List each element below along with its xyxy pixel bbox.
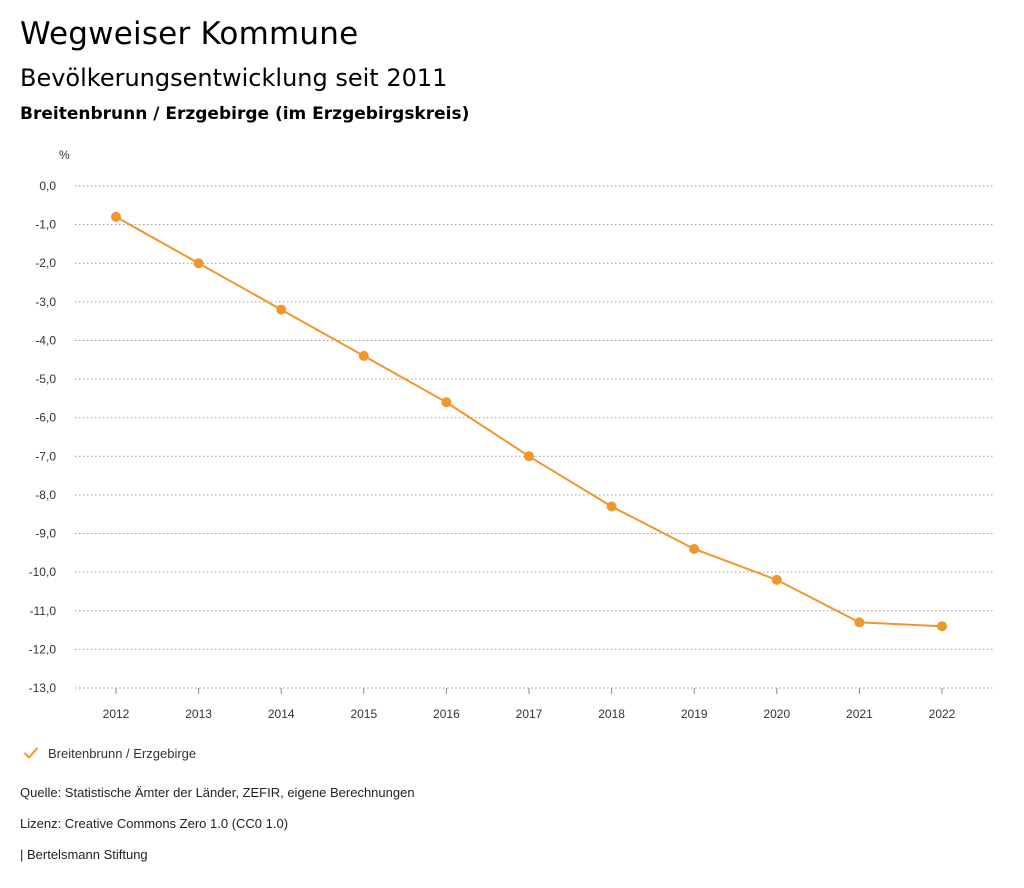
- x-tick-label: 2012: [103, 707, 130, 721]
- legend[interactable]: Breitenbrunn / Erzgebirge: [22, 744, 196, 762]
- x-tick-label: 2016: [433, 707, 460, 721]
- x-tick-label: 2022: [929, 707, 956, 721]
- y-tick-label: -13,0: [29, 681, 57, 695]
- data-point[interactable]: [441, 397, 452, 408]
- license-note: Lizenz: Creative Commons Zero 1.0 (CC0 1…: [20, 816, 289, 831]
- y-tick-label: -3,0: [35, 295, 56, 309]
- series-layer: [111, 211, 947, 632]
- y-tick-label: 0,0: [39, 179, 56, 193]
- grid-lines: [75, 185, 993, 689]
- chart-subtitle: Bevölkerungsentwicklung seit 2011: [20, 64, 448, 92]
- y-tick-label: -9,0: [35, 527, 56, 541]
- checkmark-icon: [24, 747, 38, 759]
- x-tick-label: 2018: [598, 707, 625, 721]
- x-tick-label: 2019: [681, 707, 708, 721]
- data-point[interactable]: [358, 350, 369, 361]
- y-unit-label: %: [59, 148, 70, 162]
- data-point[interactable]: [111, 211, 121, 222]
- series-line: [115, 216, 943, 628]
- data-point[interactable]: [524, 451, 534, 462]
- y-tick-label: -4,0: [35, 333, 56, 347]
- publisher-note: | Bertelsmann Stiftung: [20, 847, 148, 862]
- data-point[interactable]: [689, 543, 700, 554]
- region-label: Breitenbrunn / Erzgebirge (im Erzgebirgs…: [20, 104, 470, 124]
- x-tick-label: 2020: [763, 707, 790, 721]
- data-point[interactable]: [276, 304, 287, 315]
- data-point[interactable]: [937, 621, 947, 632]
- y-tick-label: -1,0: [35, 218, 56, 232]
- y-tick-label: -8,0: [35, 488, 56, 502]
- data-point[interactable]: [606, 501, 617, 512]
- data-point[interactable]: [854, 617, 865, 628]
- x-tick-label: 2013: [185, 707, 212, 721]
- y-tick-label: -2,0: [35, 256, 56, 270]
- data-point[interactable]: [771, 574, 782, 585]
- y-tick-label: -12,0: [29, 642, 57, 656]
- source-note: Quelle: Statistische Ämter der Länder, Z…: [20, 785, 415, 800]
- x-tick-label: 2021: [846, 707, 873, 721]
- data-point[interactable]: [193, 258, 204, 269]
- chart-title: Wegweiser Kommune: [20, 16, 359, 52]
- y-tick-label: -6,0: [35, 411, 56, 425]
- y-axis-ticks: 0,0 -1,0 -2,0 -3,0 -4,0 -5,0 -6,0 -7,0 -8,0 -9,0 -…: [29, 179, 57, 695]
- y-tick-label: -5,0: [35, 372, 56, 386]
- y-tick-label: -11,0: [30, 604, 57, 618]
- x-tick-label: 2015: [350, 707, 377, 721]
- x-tick-label: 2017: [516, 707, 543, 721]
- line-chart: % 0,0 -1,0 -2,0 -3,0 -4,0 -5,0 -6,0 -7,0 -8,0 -9,…: [29, 148, 993, 721]
- y-tick-label: -10,0: [29, 565, 57, 579]
- x-axis-ticks: 2012 2013 2014 2015 2016 2017 2018 2019 2020 2021…: [103, 688, 956, 721]
- x-tick-label: 2014: [268, 707, 295, 721]
- y-tick-label: -7,0: [35, 449, 56, 463]
- legend-label: Breitenbrunn / Erzgebirge: [48, 745, 197, 761]
